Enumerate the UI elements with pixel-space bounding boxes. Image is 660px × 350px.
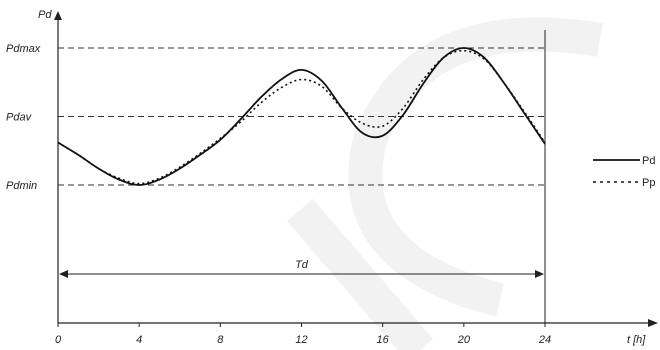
pdmin-label: Pdmin: [6, 180, 37, 192]
span-label: Td: [295, 259, 309, 271]
span-arrow-right: [535, 270, 544, 278]
span-arrow-left: [59, 270, 68, 278]
x-tick-label: 0: [55, 334, 62, 346]
x-tick-label: 24: [538, 334, 551, 346]
legend-label-pp: Pp: [642, 177, 655, 189]
series-line-pp: [57, 49, 546, 185]
pdav-label: Pdav: [6, 112, 33, 124]
x-axis-label: t [h]: [627, 334, 646, 346]
x-tick-label: 20: [457, 334, 471, 346]
x-tick-label: 16: [377, 334, 390, 346]
series-line-pd: [57, 47, 546, 186]
pdmax-label: Pdmax: [6, 43, 41, 55]
legend-label-pd: Pd: [642, 155, 655, 167]
x-tick-label: 8: [217, 334, 224, 346]
y-axis-arrow: [54, 11, 62, 20]
x-axis-arrow: [648, 319, 658, 327]
x-tick-label: 4: [136, 334, 142, 346]
x-tick-label: 12: [295, 334, 307, 346]
watermark: [287, 17, 603, 350]
y-axis-label: Pd: [38, 9, 52, 21]
